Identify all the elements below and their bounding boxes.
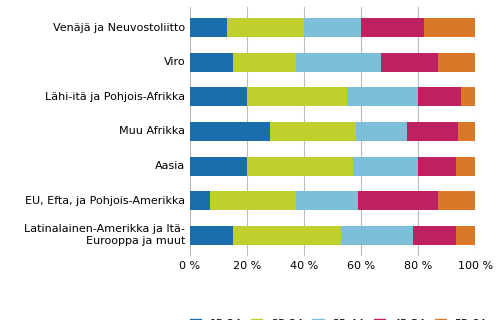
Bar <box>456 156 475 176</box>
Bar <box>270 122 356 141</box>
Bar <box>233 53 296 72</box>
Bar <box>347 87 418 107</box>
Legend: 15-24, 25-34, 35-44, 45-54, 55-64: 15-24, 25-34, 35-44, 45-54, 55-64 <box>188 316 489 320</box>
Bar <box>190 18 227 37</box>
Bar <box>247 156 352 176</box>
Bar <box>227 18 304 37</box>
Bar <box>407 122 459 141</box>
Bar <box>247 87 347 107</box>
Bar <box>358 191 438 210</box>
Bar <box>190 156 247 176</box>
Bar <box>190 226 233 245</box>
Bar <box>356 122 407 141</box>
Bar <box>190 122 270 141</box>
Bar <box>418 87 461 107</box>
Bar <box>382 53 438 72</box>
Bar <box>461 87 475 107</box>
Bar <box>296 53 382 72</box>
Bar <box>418 156 456 176</box>
Bar <box>342 226 412 245</box>
Bar <box>210 191 296 210</box>
Bar <box>458 122 475 141</box>
Bar <box>190 191 210 210</box>
Bar <box>304 18 362 37</box>
Bar <box>233 226 342 245</box>
Bar <box>412 226 456 245</box>
Bar <box>438 53 476 72</box>
Bar <box>190 53 233 72</box>
Bar <box>352 156 418 176</box>
Bar <box>190 87 247 107</box>
Bar <box>438 191 476 210</box>
Bar <box>296 191 358 210</box>
Bar <box>456 226 475 245</box>
Bar <box>362 18 424 37</box>
Bar <box>424 18 476 37</box>
